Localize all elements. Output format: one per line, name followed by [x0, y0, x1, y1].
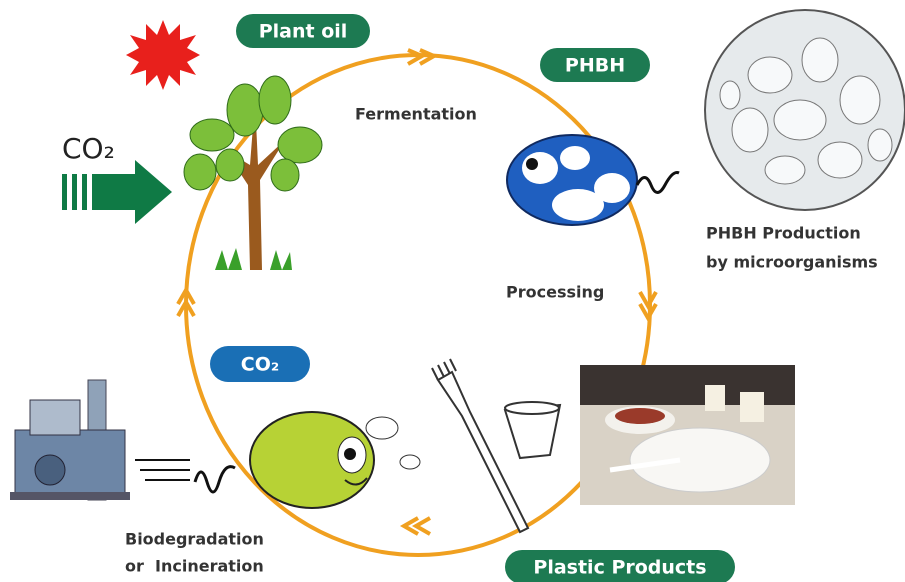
label: PHBH Production: [706, 224, 861, 243]
label: Plastic Products: [533, 557, 706, 579]
label: PHBH: [565, 55, 625, 77]
degrading-microbe: [195, 412, 420, 508]
phbh-microbe: [507, 135, 679, 225]
diagram: Plant oil PHBH Fermentation CO₂: [0, 0, 905, 582]
label: Fermentation: [355, 105, 477, 124]
label: Biodegradation: [125, 530, 264, 549]
label: Plant oil: [259, 21, 348, 43]
label: CO₂: [62, 132, 115, 165]
sun: [126, 20, 200, 90]
microscope-image: [705, 10, 905, 210]
label: Processing: [506, 283, 604, 302]
incinerator: [10, 380, 130, 500]
co2-arrow: [62, 160, 172, 224]
fork-and-cup: [432, 359, 560, 532]
products-photo: [580, 365, 795, 505]
label: by microorganisms: [706, 253, 878, 272]
tree: [184, 76, 322, 270]
label: CO₂: [241, 354, 279, 376]
motion-lines: [135, 460, 190, 480]
label: or Incineration: [125, 557, 264, 576]
